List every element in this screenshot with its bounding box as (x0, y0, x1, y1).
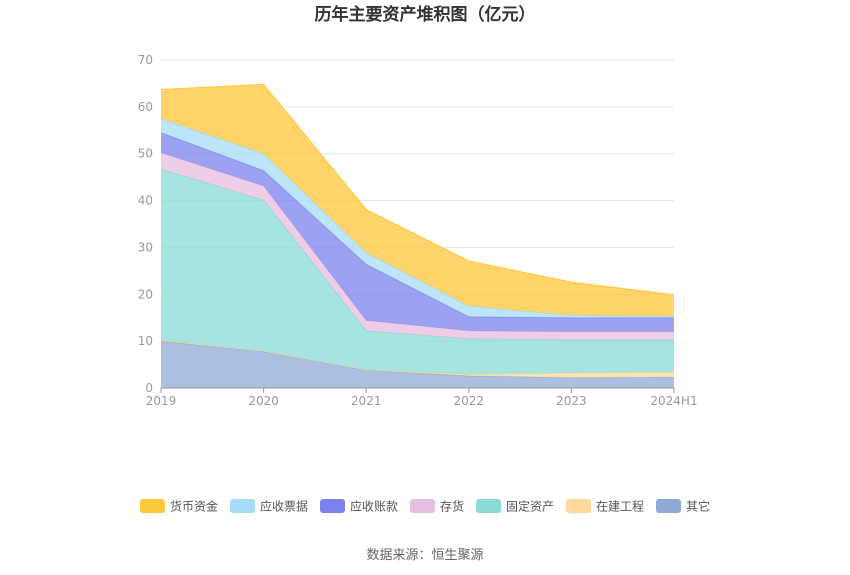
legend-swatch (476, 499, 501, 513)
y-tick-label: 70 (138, 53, 153, 67)
legend-item-应收票据[interactable]: 应收票据 (230, 499, 308, 514)
x-tick-label: 2021 (351, 394, 382, 408)
y-tick-label: 60 (138, 100, 153, 114)
legend-item-固定资产[interactable]: 固定资产 (476, 499, 554, 514)
legend-swatch (410, 499, 435, 513)
y-tick-label: 50 (138, 147, 153, 161)
area-应收票据 (161, 118, 674, 318)
legend-label: 其它 (686, 499, 710, 514)
y-tick-label: 0 (145, 381, 153, 395)
legend-swatch (230, 499, 255, 513)
legend-item-其它[interactable]: 其它 (656, 499, 710, 514)
y-tick-label: 30 (138, 240, 153, 254)
area-其它 (161, 341, 674, 388)
axes: 0 10 20 30 40 50 60 70 2019 2020 2021 2022 2023 2024H… (138, 53, 698, 408)
legend-swatch (656, 499, 681, 513)
legend-label: 应收账款 (350, 499, 398, 514)
line-货币资金 (160, 83, 675, 296)
area-在建工程 (161, 340, 674, 378)
chart-title: 历年主要资产堆积图（亿元） (315, 4, 536, 25)
x-tick-label: 2022 (454, 394, 485, 408)
x-tick-label: 2024H1 (650, 394, 697, 408)
y-tick-label: 20 (138, 287, 153, 301)
legend-label: 固定资产 (506, 499, 554, 514)
legend-item-在建工程[interactable]: 在建工程 (566, 499, 644, 514)
data-source: 数据来源：恒生聚源 (366, 548, 483, 563)
legend-swatch (140, 499, 165, 513)
legend-label: 存货 (440, 499, 464, 514)
legend-label: 应收票据 (260, 499, 308, 514)
area-存货 (161, 152, 674, 340)
area-layers (160, 83, 675, 388)
area-应收账款 (161, 132, 674, 332)
area-固定资产 (161, 169, 674, 375)
legend-item-货币资金[interactable]: 货币资金 (140, 499, 218, 514)
legend-swatch (320, 499, 345, 513)
x-tick-label: 2023 (556, 394, 587, 408)
legend-swatch (566, 499, 591, 513)
area-货币资金 (161, 84, 674, 317)
legend-item-存货[interactable]: 存货 (410, 499, 464, 514)
legend: 货币资金 应收票据 应收账款 存货 固定资产 在建工程 其它 (140, 499, 710, 514)
x-tick-label: 2020 (248, 394, 279, 408)
legend-label: 货币资金 (170, 499, 218, 514)
y-tick-label: 10 (138, 334, 153, 348)
legend-label: 在建工程 (596, 499, 644, 514)
y-tick-label: 40 (138, 194, 153, 208)
x-tick-label: 2019 (146, 394, 177, 408)
legend-item-应收账款[interactable]: 应收账款 (320, 499, 398, 514)
